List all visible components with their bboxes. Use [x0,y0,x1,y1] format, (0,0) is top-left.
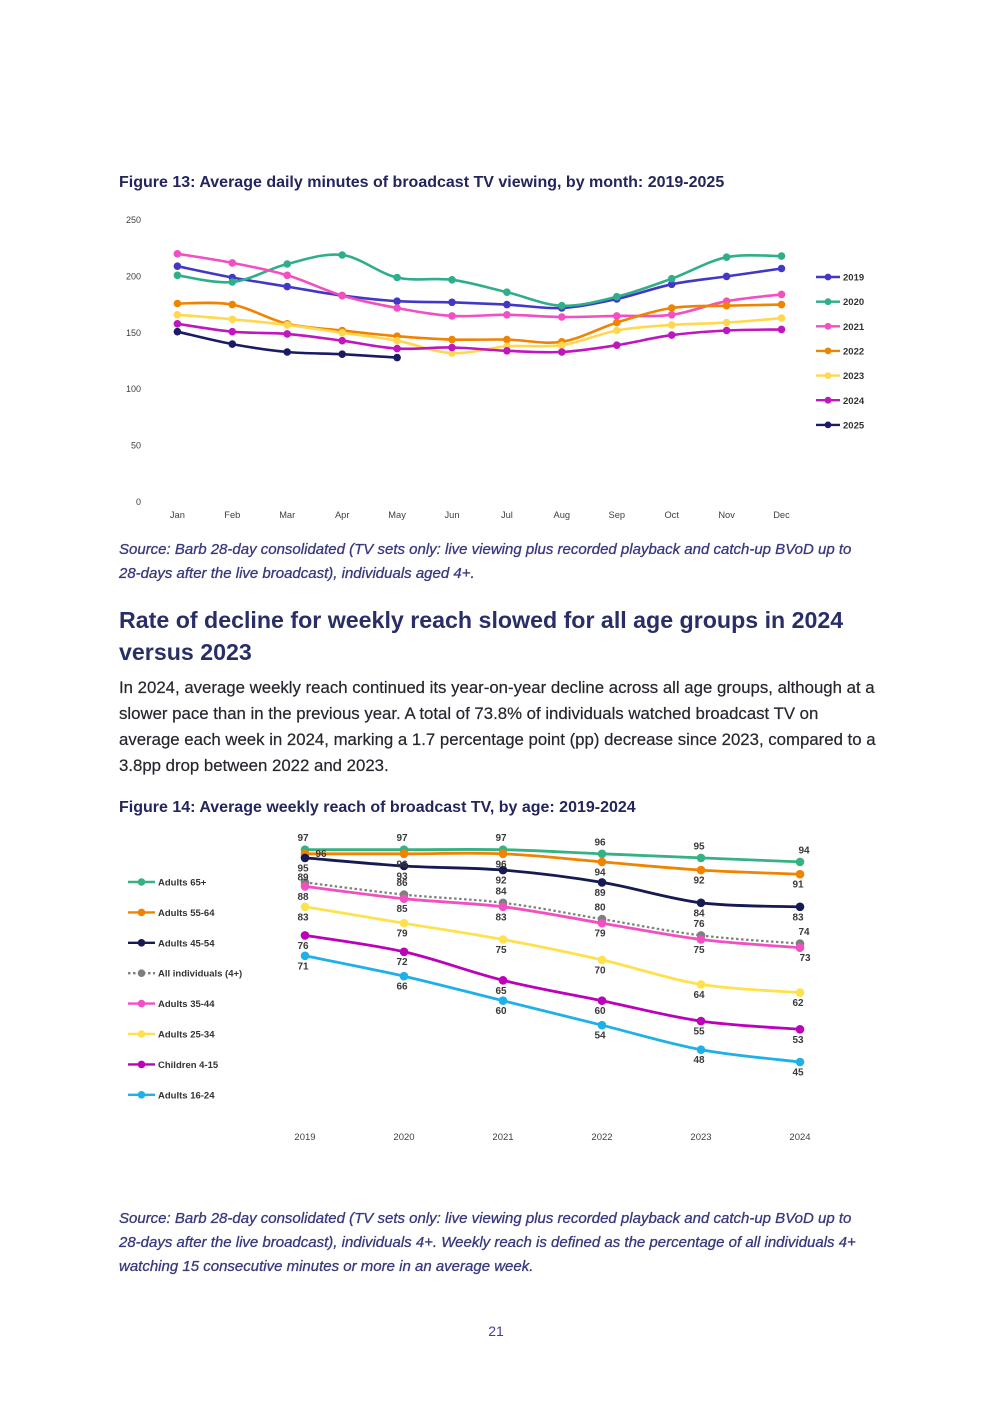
svg-text:96: 96 [315,849,327,860]
svg-text:79: 79 [594,929,606,940]
svg-text:2022: 2022 [843,346,864,357]
svg-text:89: 89 [297,872,309,883]
svg-text:72: 72 [396,957,408,968]
svg-text:60: 60 [495,1006,507,1017]
svg-text:48: 48 [693,1055,705,1066]
svg-text:2021: 2021 [492,1132,513,1143]
svg-text:97: 97 [495,833,507,844]
svg-text:200: 200 [126,271,141,281]
svg-text:Adults 25-34: Adults 25-34 [158,1030,215,1041]
svg-text:Oct: Oct [664,510,679,520]
svg-text:75: 75 [693,945,705,956]
svg-text:Children 4-15: Children 4-15 [158,1060,219,1071]
svg-text:2022: 2022 [591,1132,612,1143]
svg-text:Apr: Apr [335,510,349,520]
svg-text:93: 93 [396,872,408,883]
svg-text:All individuals (4+): All individuals (4+) [158,969,242,980]
svg-text:85: 85 [396,904,408,915]
svg-text:Jan: Jan [170,510,185,520]
svg-text:95: 95 [297,863,309,874]
svg-text:75: 75 [495,945,507,956]
svg-text:96: 96 [594,837,606,848]
svg-text:100: 100 [126,384,141,394]
svg-text:2021: 2021 [843,322,865,333]
svg-text:Adults 45-54: Adults 45-54 [158,938,215,949]
svg-text:Dec: Dec [773,510,790,520]
svg-text:66: 66 [396,982,408,993]
svg-text:Mar: Mar [279,510,295,520]
svg-text:71: 71 [297,961,309,972]
svg-text:79: 79 [396,929,408,940]
svg-text:84: 84 [693,908,705,919]
svg-text:60: 60 [594,1006,606,1017]
svg-text:250: 250 [126,215,141,225]
svg-text:94: 94 [594,867,606,878]
svg-text:70: 70 [594,965,606,976]
svg-text:150: 150 [126,328,141,338]
svg-text:2019: 2019 [843,273,864,284]
svg-text:Nov: Nov [718,510,735,520]
svg-text:Adults 16-24: Adults 16-24 [158,1090,215,1101]
svg-text:Aug: Aug [554,510,571,520]
svg-text:97: 97 [297,833,309,844]
svg-text:80: 80 [594,903,606,914]
svg-text:89: 89 [594,888,606,899]
svg-text:83: 83 [495,912,507,923]
svg-text:53: 53 [792,1035,804,1046]
svg-text:54: 54 [594,1031,606,1042]
svg-text:74: 74 [798,927,810,938]
svg-text:96: 96 [396,859,408,870]
svg-text:55: 55 [693,1027,705,1038]
svg-text:64: 64 [693,990,705,1001]
svg-text:92: 92 [693,876,705,887]
svg-text:Adults 55-64: Adults 55-64 [158,908,215,919]
svg-text:83: 83 [792,912,804,923]
svg-text:97: 97 [396,833,408,844]
svg-text:Adults 35-44: Adults 35-44 [158,999,215,1010]
svg-text:Sep: Sep [609,510,626,520]
svg-text:Jun: Jun [445,510,460,520]
svg-text:Feb: Feb [224,510,240,520]
svg-text:86: 86 [396,878,408,889]
svg-text:92: 92 [495,876,507,887]
svg-text:Jul: Jul [501,510,513,520]
svg-text:2020: 2020 [393,1132,414,1143]
svg-text:2024: 2024 [843,396,865,407]
svg-text:73: 73 [799,953,811,964]
svg-text:62: 62 [792,998,804,1009]
svg-text:88: 88 [297,892,309,903]
svg-text:2020: 2020 [843,297,864,308]
svg-text:Adults 65+: Adults 65+ [158,878,207,889]
svg-text:94: 94 [798,845,810,856]
svg-text:84: 84 [495,886,507,897]
svg-text:83: 83 [297,912,309,923]
svg-text:50: 50 [131,441,141,451]
svg-text:65: 65 [495,986,507,997]
svg-text:2019: 2019 [294,1132,315,1143]
svg-text:2024: 2024 [789,1132,810,1143]
svg-text:2023: 2023 [843,371,864,382]
svg-text:76: 76 [297,941,309,952]
svg-text:2025: 2025 [843,420,865,431]
svg-text:0: 0 [136,497,141,507]
svg-text:95: 95 [693,841,705,852]
svg-text:91: 91 [792,880,804,891]
svg-text:96: 96 [495,859,507,870]
svg-text:May: May [388,510,406,520]
svg-text:45: 45 [792,1068,804,1079]
svg-text:2023: 2023 [690,1132,711,1143]
svg-text:76: 76 [693,919,705,930]
